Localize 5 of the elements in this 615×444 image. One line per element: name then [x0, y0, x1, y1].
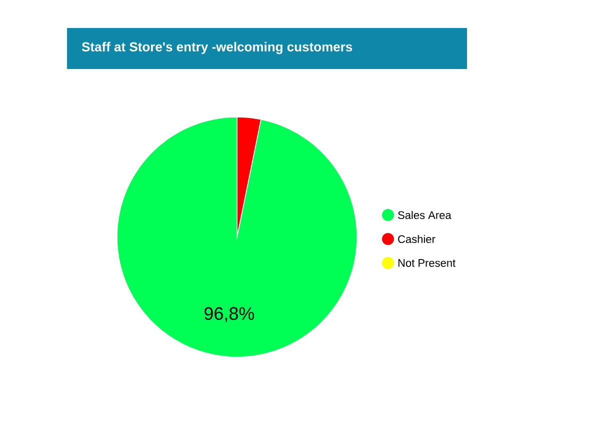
legend-label: Not Present [398, 259, 456, 267]
chart-title: Staff at Store's entry -welcoming customers [82, 42, 352, 54]
legend-label: Sales Area [398, 210, 452, 220]
data-label: 96,8% [204, 307, 254, 322]
legend-label: Cashier [398, 234, 436, 244]
